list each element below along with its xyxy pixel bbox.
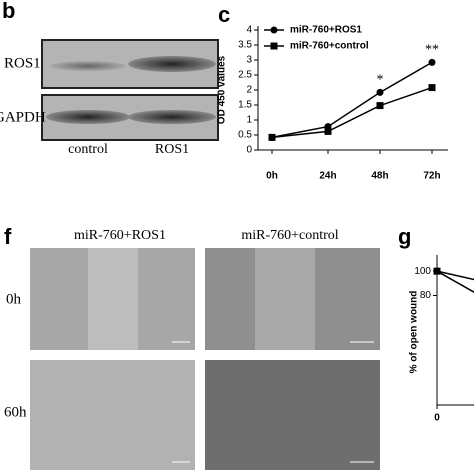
marker (376, 102, 384, 110)
panel-letter: f (4, 224, 12, 249)
column-label: miR-760+ROS1 (74, 228, 166, 243)
series-line (436, 270, 474, 293)
annotation: ** (425, 43, 439, 58)
wound-gap (255, 248, 315, 350)
y-tick-label: 100 (414, 266, 431, 277)
band (50, 61, 126, 71)
x-tick-label: 48h (371, 171, 388, 182)
row-label: 0h (6, 291, 22, 307)
y-tick-label: 1 (246, 115, 252, 126)
panel-letter: g (398, 224, 411, 249)
series-line (271, 61, 433, 139)
x-tick-label: 72h (423, 171, 440, 182)
micrograph (205, 360, 380, 470)
marker (428, 58, 436, 66)
y-tick-label: 2.5 (238, 70, 252, 81)
legend-label: miR-760+ROS1 (290, 25, 362, 36)
row-label: ROS1 (4, 55, 41, 71)
marker (324, 127, 332, 135)
y-tick-label: 1.5 (238, 100, 252, 111)
row-label: GAPDH (0, 109, 46, 125)
y-tick-label: 80 (420, 290, 432, 301)
y-tick-label: 3 (246, 55, 252, 66)
marker (268, 133, 276, 141)
marker (270, 42, 278, 50)
y-axis-label: % of open wound (409, 291, 420, 374)
y-tick-label: 4 (246, 25, 252, 36)
series-line (271, 86, 433, 139)
y-tick-label: 2 (246, 85, 252, 96)
row-label: 60h (4, 404, 27, 420)
x-tick-label: 0 (434, 413, 440, 424)
y-tick-label: 0 (246, 145, 252, 156)
lane-label: control (68, 142, 108, 157)
marker (433, 267, 441, 275)
marker (270, 26, 278, 34)
band (128, 110, 216, 124)
y-tick-label: 3.5 (238, 40, 252, 51)
band (128, 56, 216, 72)
series-line (436, 270, 474, 281)
marker (428, 84, 436, 92)
band (46, 110, 130, 124)
marker (376, 88, 384, 96)
lane-label: ROS1 (155, 142, 189, 157)
legend-label: miR-760+control (290, 41, 369, 52)
panel-letter: b (2, 0, 15, 23)
panel-letter: c (218, 2, 230, 27)
y-tick-label: 0.5 (238, 130, 252, 141)
x-tick-label: 24h (319, 171, 336, 182)
column-label: miR-760+control (241, 228, 338, 243)
micrograph (30, 360, 195, 470)
wound-gap (88, 248, 138, 350)
x-tick-label: 0h (266, 171, 278, 182)
annotation: * (377, 73, 384, 88)
y-axis-label: OD 450 values (217, 55, 228, 124)
